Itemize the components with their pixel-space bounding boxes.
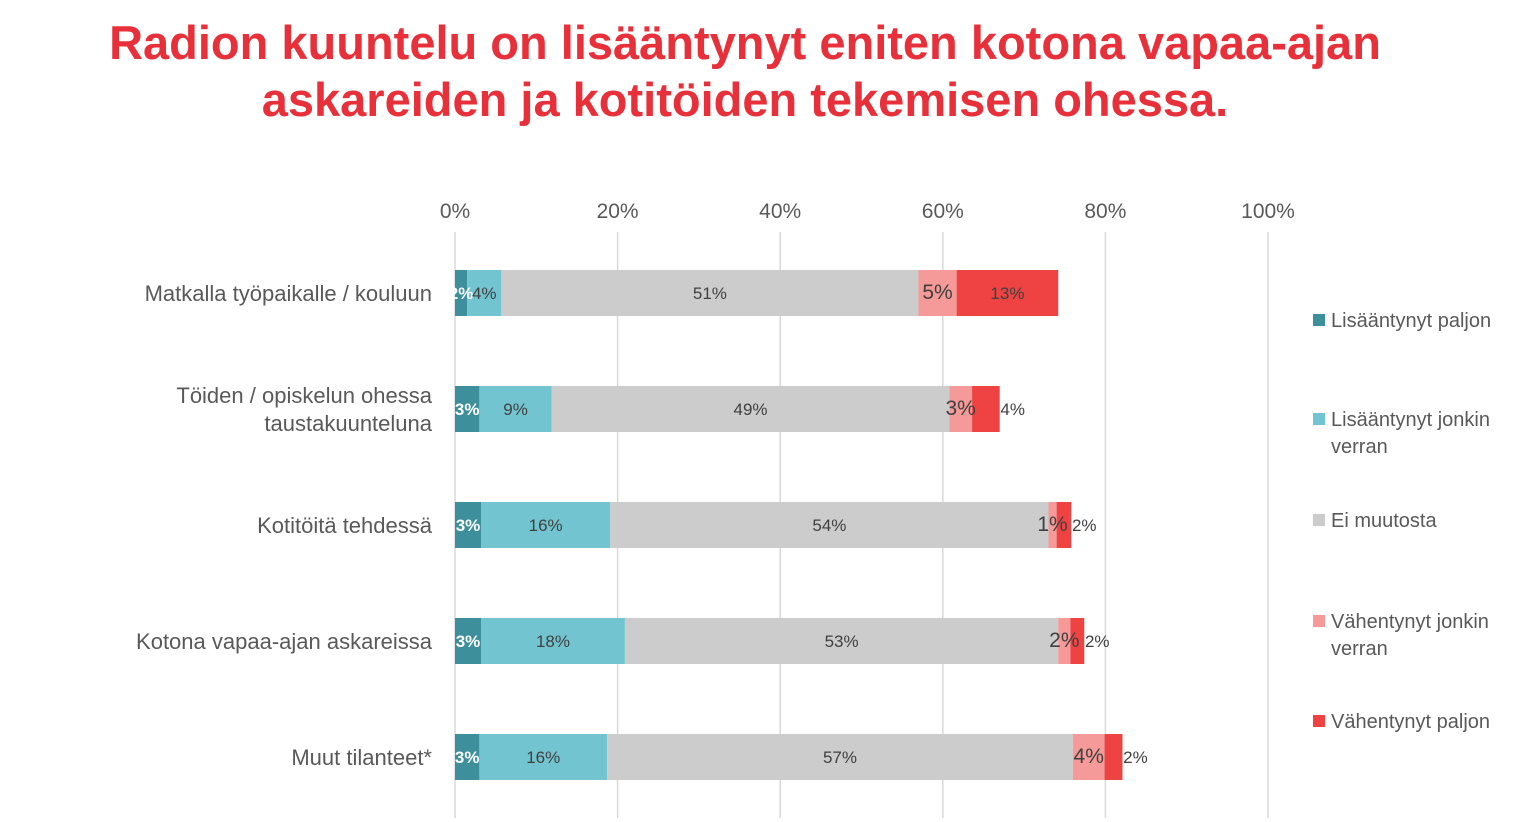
category-label-line: Töiden / opiskelun ohessa bbox=[176, 383, 432, 408]
data-label: 3% bbox=[456, 632, 481, 651]
x-tick-label: 100% bbox=[1241, 200, 1295, 223]
legend-label: Vähentynyt jonkin verran bbox=[1331, 611, 1489, 660]
bar-segment bbox=[481, 618, 625, 664]
data-label: 3% bbox=[946, 397, 976, 420]
category-label-line: Kotitöitä tehdessä bbox=[257, 513, 433, 538]
data-label: 57% bbox=[823, 748, 857, 767]
data-label: 54% bbox=[812, 516, 846, 535]
data-label: 4% bbox=[472, 284, 497, 303]
bar-segment bbox=[551, 386, 950, 432]
category-label: Töiden / opiskelun ohessa taustakuuntelun… bbox=[176, 383, 432, 436]
category-label-line: Kotona vapaa-ajan askareissa bbox=[136, 629, 433, 654]
data-label: 2% bbox=[1072, 516, 1097, 535]
category-label: Kotona vapaa-ajan askareissa bbox=[136, 629, 433, 654]
bar-segment bbox=[956, 270, 1059, 316]
bar-segment bbox=[1056, 502, 1072, 548]
data-label: 1% bbox=[1037, 513, 1067, 536]
data-label: 2% bbox=[449, 284, 474, 303]
category-label: Matkalla työpaikalle / kouluun bbox=[145, 281, 432, 306]
bar-segment bbox=[455, 270, 468, 316]
bar-segment bbox=[607, 734, 1073, 780]
bar-segment bbox=[1048, 502, 1057, 548]
legend-label-line: verran bbox=[1331, 638, 1388, 660]
legend-label-line: Vähentynyt jonkin bbox=[1331, 611, 1489, 633]
legend-swatch bbox=[1313, 715, 1325, 727]
data-label: 3% bbox=[456, 516, 481, 535]
bar-segment bbox=[501, 270, 919, 316]
category-label-line: Muut tilanteet* bbox=[291, 745, 432, 770]
data-label: 4% bbox=[1000, 400, 1025, 419]
data-label: 3% bbox=[455, 400, 480, 419]
data-label: 3% bbox=[455, 748, 480, 767]
bar-segment bbox=[479, 734, 608, 780]
x-tick-label: 40% bbox=[759, 200, 801, 223]
category-label-line: Matkalla työpaikalle / kouluun bbox=[145, 281, 432, 306]
data-label: 18% bbox=[536, 632, 570, 651]
legend-label-line: Vähentynyt paljon bbox=[1331, 711, 1490, 733]
bar-segment bbox=[949, 386, 973, 432]
category-label: Kotitöitä tehdessä bbox=[257, 513, 433, 538]
bar-segment bbox=[624, 618, 1059, 664]
data-labels: 2%4% 51% 5% 13%3% 9% 49% 3% 4%3% 16% 54% 1% 2%3% 18%… bbox=[449, 281, 1148, 768]
bar-segment bbox=[1058, 618, 1071, 664]
legend: Lisääntynyt paljon Lisääntynyt jonkin verr… bbox=[1313, 310, 1491, 733]
bar-segment bbox=[1104, 734, 1123, 780]
data-label: 5% bbox=[922, 281, 952, 304]
legend-label: Ei muutosta bbox=[1331, 510, 1437, 532]
legend-label: Lisääntynyt paljon bbox=[1331, 310, 1491, 332]
bar-segment bbox=[1070, 618, 1085, 664]
data-label: 4% bbox=[1074, 745, 1104, 768]
legend-swatch bbox=[1313, 615, 1325, 627]
x-tick-label: 20% bbox=[597, 200, 639, 223]
data-label: 49% bbox=[734, 400, 768, 419]
bar-segment bbox=[481, 502, 611, 548]
bars bbox=[455, 270, 1123, 780]
bar-segment bbox=[455, 734, 480, 780]
legend-label-line: Lisääntynyt jonkin bbox=[1331, 409, 1490, 431]
bar-segment bbox=[1072, 734, 1105, 780]
data-label: 2% bbox=[1085, 632, 1110, 651]
x-tick-label: 60% bbox=[922, 200, 964, 223]
legend-swatch bbox=[1313, 514, 1325, 526]
legend-label: Vähentynyt paljon bbox=[1331, 711, 1490, 733]
data-label: 16% bbox=[529, 516, 563, 535]
legend-swatch bbox=[1313, 314, 1325, 326]
chart-title-line-2: askareiden ja kotitöiden tekemisen ohess… bbox=[261, 73, 1229, 126]
category-label-line: taustakuunteluna bbox=[264, 411, 432, 436]
legend-swatch bbox=[1313, 413, 1325, 425]
category-labels: Matkalla työpaikalle / kouluun Töiden / o… bbox=[136, 281, 433, 770]
chart-title: Radion kuuntelu on lisääntynyt eniten ko… bbox=[0, 14, 1490, 128]
x-axis-ticks: 0% 20% 40% 60% 80% 100% bbox=[440, 200, 1295, 223]
legend-label-line: Lisääntynyt paljon bbox=[1331, 310, 1491, 332]
data-label: 13% bbox=[990, 284, 1024, 303]
chart-title-line-1: Radion kuuntelu on lisääntynyt eniten ko… bbox=[109, 16, 1381, 69]
bar-segment bbox=[455, 618, 482, 664]
legend-label: Lisääntynyt jonkin verran bbox=[1331, 409, 1490, 458]
bar-segment bbox=[479, 386, 552, 432]
data-label: 51% bbox=[693, 284, 727, 303]
data-label: 2% bbox=[1123, 748, 1148, 767]
data-label: 53% bbox=[825, 632, 859, 651]
x-tick-label: 80% bbox=[1084, 200, 1126, 223]
legend-label-line: Ei muutosta bbox=[1331, 510, 1437, 532]
data-label: 9% bbox=[503, 400, 528, 419]
legend-label-line: verran bbox=[1331, 436, 1388, 458]
bar-segment bbox=[455, 386, 480, 432]
bar-segment bbox=[467, 270, 502, 316]
data-label: 16% bbox=[526, 748, 560, 767]
bar-segment bbox=[972, 386, 1000, 432]
bar-segment bbox=[918, 270, 957, 316]
bar-segment bbox=[610, 502, 1049, 548]
category-label: Muut tilanteet* bbox=[291, 745, 432, 770]
x-tick-label: 0% bbox=[440, 200, 470, 223]
bar-segment bbox=[455, 502, 482, 548]
data-label: 2% bbox=[1049, 629, 1079, 652]
